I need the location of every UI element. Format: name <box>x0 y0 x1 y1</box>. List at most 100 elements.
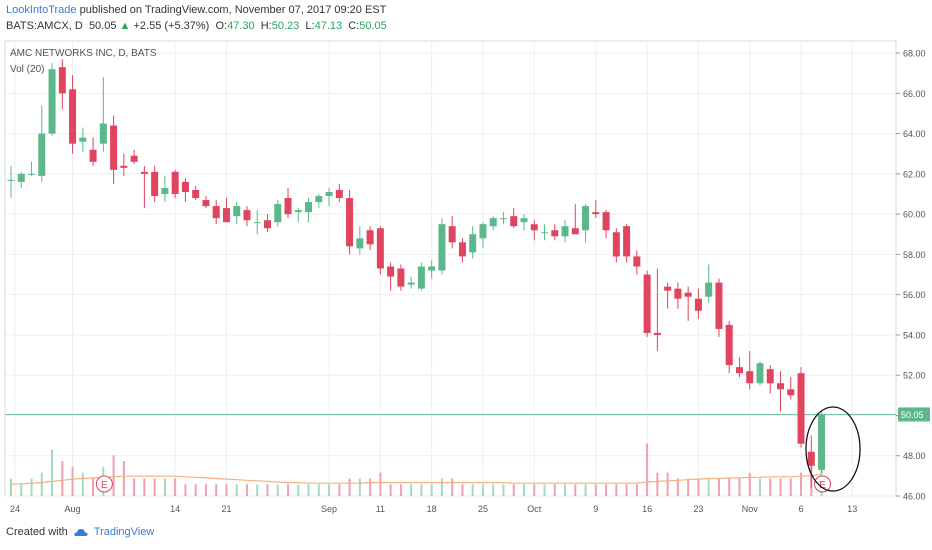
candle-body <box>510 216 518 227</box>
published-header: LookIntoTrade published on TradingView.c… <box>6 2 386 19</box>
publisher-link[interactable]: LookIntoTrade <box>6 4 77 16</box>
volume-bar <box>440 478 443 496</box>
candle-body <box>694 298 702 311</box>
volume-legend: Vol (20) <box>10 64 44 75</box>
volume-bar <box>143 478 146 496</box>
candle-body <box>664 286 672 291</box>
candle-body <box>28 173 36 175</box>
last-price-badge <box>898 407 930 422</box>
tradingview-brand[interactable]: TradingView <box>93 526 155 538</box>
volume-bar <box>81 472 84 496</box>
y-tick-label: 66.00 <box>903 89 926 99</box>
volume-bar <box>543 484 546 496</box>
price-axis: 68.00 66.00 64.00 62.00 60.00 58.00 56.00 54.00… <box>896 49 926 502</box>
time-axis: 24 Aug 14 21 Sep 11 18 25 Oct 9 16 23 Nov 6 13 <box>10 504 857 514</box>
candle-body <box>612 232 620 257</box>
y-tick-label: 68.00 <box>903 49 926 59</box>
candle-body <box>305 202 313 213</box>
volume-bar <box>779 478 782 496</box>
candle-body <box>243 210 251 221</box>
volume-bar <box>707 478 710 496</box>
highlight-circle <box>805 406 861 492</box>
volume-bar <box>492 484 495 496</box>
volume-bar <box>748 472 751 496</box>
volume-bar <box>133 478 136 496</box>
volume-bar <box>533 484 536 496</box>
volume-bar <box>687 478 690 496</box>
candle-body <box>684 292 692 297</box>
candle-body <box>705 282 713 297</box>
volume-bar <box>40 472 43 496</box>
candle-body <box>674 288 682 299</box>
volume-bar <box>92 478 95 496</box>
open-label: O: <box>215 20 228 32</box>
volume-bar <box>225 484 228 496</box>
candlestick-chart[interactable]: 68.00 66.00 64.00 62.00 60.00 58.00 56.00 54.00… <box>0 36 932 518</box>
candle-body <box>766 369 774 384</box>
volume-bar <box>358 478 361 496</box>
candle-body <box>58 67 66 94</box>
y-tick-label: 46.00 <box>903 492 926 502</box>
volume-bar <box>256 484 259 496</box>
volume-bar <box>266 484 269 496</box>
volume-bar <box>287 484 290 496</box>
candle-body <box>438 224 446 271</box>
x-tick-label: 13 <box>847 504 857 514</box>
published-text: published on TradingView.com, November 0… <box>79 4 387 16</box>
candle-body <box>233 206 241 217</box>
candle-body <box>448 226 456 243</box>
candle-body <box>181 181 189 192</box>
volume-bar <box>605 484 608 496</box>
open-value: 47.30 <box>227 20 255 32</box>
candle-body <box>140 171 148 174</box>
close-value: 50.05 <box>359 20 387 32</box>
candle-body <box>120 165 128 168</box>
candle-body <box>397 268 405 287</box>
candle-body <box>541 232 549 234</box>
x-tick-label: 11 <box>376 504 385 514</box>
volume-bar <box>738 478 741 496</box>
x-tick-label: 14 <box>170 504 180 514</box>
volume-bar <box>379 472 382 496</box>
volume-bar <box>30 478 33 496</box>
volume-bar <box>615 484 618 496</box>
volume-bar <box>676 478 679 496</box>
volume-bar <box>399 484 402 496</box>
candle-body <box>530 224 538 231</box>
x-tick-label: Nov <box>742 504 759 514</box>
candle-body <box>592 212 600 215</box>
candle-body <box>151 171 159 197</box>
candle-body <box>274 204 282 223</box>
candle-body <box>202 200 210 207</box>
volume-bar <box>194 484 197 496</box>
x-tick-label: 6 <box>799 504 804 514</box>
volume-bar <box>20 484 23 496</box>
volume-bar <box>471 484 474 496</box>
volume-bar <box>789 478 792 496</box>
x-tick-label: Aug <box>65 504 81 514</box>
footer: Created with TradingView <box>6 526 154 538</box>
candle-body <box>79 137 87 142</box>
up-arrow-icon: ▲ <box>119 20 131 32</box>
candle-body <box>315 196 323 203</box>
volume-bar <box>584 484 587 496</box>
candle-body <box>38 133 46 176</box>
candle-body <box>458 242 466 257</box>
volume-bar <box>10 478 12 496</box>
volume-bar <box>297 484 300 496</box>
volume-bar <box>420 484 423 496</box>
volume-bar <box>656 472 659 496</box>
ticker-line: BATS:AMCX, D 50.05 ▲ +2.55 (+5.37%) O:47… <box>6 19 387 33</box>
x-tick-label: 23 <box>693 504 703 514</box>
candle-body <box>48 69 56 134</box>
y-tick-label: 52.00 <box>903 371 926 381</box>
candle-body <box>725 324 733 366</box>
close-label: C: <box>348 20 360 32</box>
earnings-marker <box>95 475 113 493</box>
volume-bar <box>307 484 310 496</box>
volume-bar <box>461 484 464 496</box>
candle-body <box>212 206 220 219</box>
y-tick-label: 54.00 <box>903 330 926 340</box>
volume-bar <box>717 478 720 496</box>
